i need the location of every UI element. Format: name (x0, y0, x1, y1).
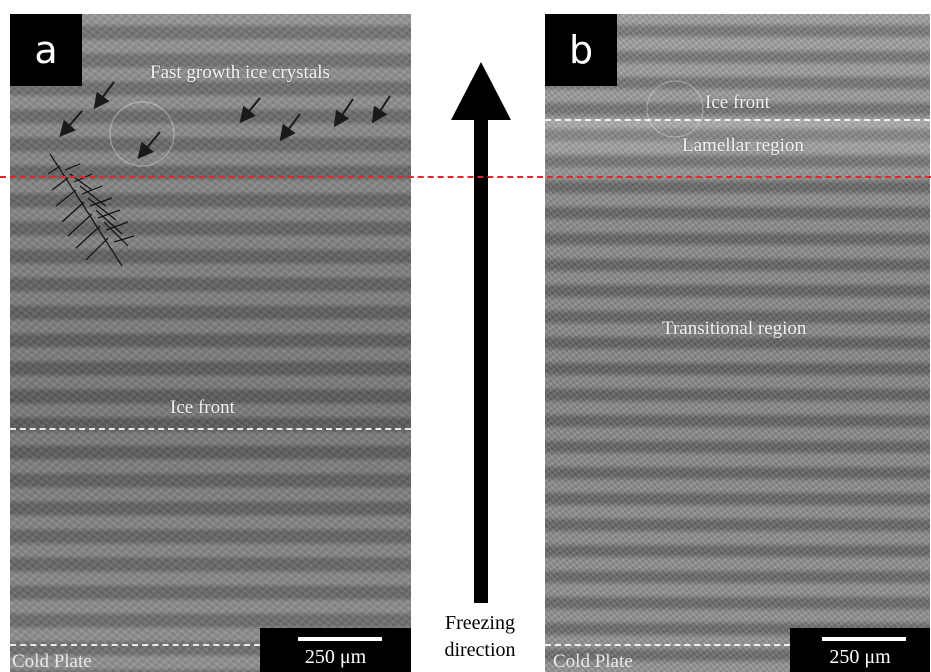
feather-sketch-icon (47, 153, 135, 267)
scale-bar-b: 250 μm (790, 628, 930, 672)
transitional-label: Transitional region (662, 318, 807, 339)
highlight-circle-b (646, 80, 704, 138)
freezing-label-line2: direction (444, 639, 516, 661)
ice-front-label-b: Ice front (705, 92, 770, 113)
panel-label-b: b (545, 14, 617, 86)
scale-text-a: 250 μm (304, 646, 367, 668)
micrograph-b: b Ice front Lamellar region Transitional… (545, 14, 930, 672)
scale-line-a (298, 637, 382, 641)
micrograph-a: a Fast growth ice crystals Ice front Col… (10, 14, 411, 672)
scale-line-b (822, 637, 906, 641)
panel-label-a: a (10, 14, 82, 86)
ice-front-line-b (545, 119, 930, 121)
highlight-circle (109, 101, 175, 167)
lamellar-label: Lamellar region (682, 135, 804, 156)
reference-dashed-line (0, 176, 931, 178)
cold-plate-label-a: Cold Plate (12, 651, 92, 672)
panel-a-annotations (47, 81, 391, 267)
scale-bar-a: 250 μm (260, 628, 411, 672)
scale-text-b: 250 μm (829, 646, 891, 668)
arrow-up-icon (451, 62, 511, 603)
cold-plate-line-a (10, 644, 260, 646)
crystal-arrow-icon (59, 81, 391, 160)
freezing-label-line1: Freezing (445, 612, 515, 634)
ice-front-line-a (10, 428, 411, 430)
panel-b-annotations (646, 80, 704, 138)
cold-plate-line-b (545, 644, 790, 646)
ice-front-label-a: Ice front (170, 397, 235, 418)
cold-plate-label-b: Cold Plate (553, 651, 633, 672)
fast-growth-label: Fast growth ice crystals (150, 62, 330, 83)
